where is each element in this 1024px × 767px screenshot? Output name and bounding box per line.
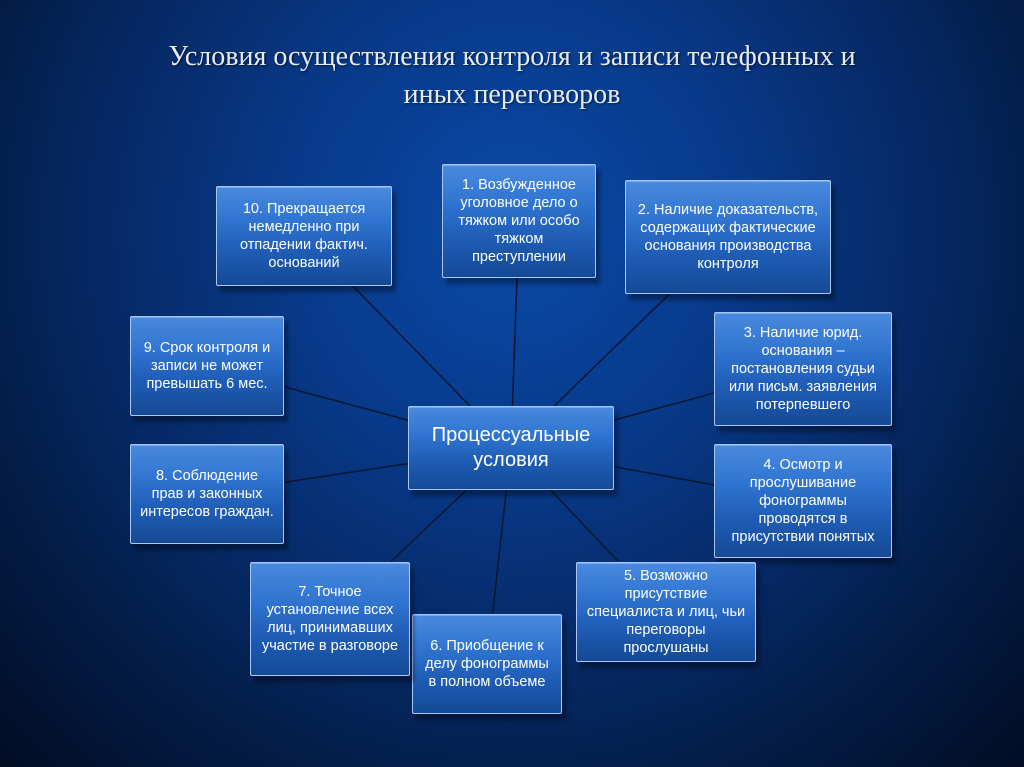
node-n9: 9. Срок контроля и записи не может превы… — [130, 316, 284, 416]
edge-center-n10 — [353, 286, 470, 406]
node-n6: 6. Приобщение к делу фонограммы в полном… — [412, 614, 562, 714]
node-n5: 5. Возможно присутствие специалиста и ли… — [576, 562, 756, 662]
edge-center-n2 — [554, 294, 669, 406]
node-n7: 7. Точное установление всех лиц, принима… — [250, 562, 410, 676]
edge-center-n9 — [284, 387, 408, 420]
node-n8: 8. Соблюдение прав и законных интересов … — [130, 444, 284, 544]
edge-center-n6 — [493, 490, 507, 614]
edge-center-n5 — [551, 490, 619, 562]
edge-center-n1 — [512, 278, 517, 406]
node-n10: 10. Прекращается немедленно при отпадени… — [216, 186, 392, 286]
edge-center-n8 — [284, 464, 408, 483]
edge-center-n7 — [390, 490, 466, 562]
node-n3: 3. Наличие юрид. основания – постановлен… — [714, 312, 892, 426]
diagram-container: Процессуальные условия 1. Возбужденное уг… — [0, 0, 1024, 767]
node-n1: 1. Возбужденное уголовное дело о тяжком … — [442, 164, 596, 278]
node-n2: 2. Наличие доказательств, содержащих фак… — [625, 180, 831, 294]
center-node: Процессуальные условия — [408, 406, 614, 490]
edge-center-n3 — [614, 393, 714, 420]
node-n4: 4. Осмотр и прослушивание фонограммы про… — [714, 444, 892, 558]
edge-center-n4 — [614, 467, 714, 485]
